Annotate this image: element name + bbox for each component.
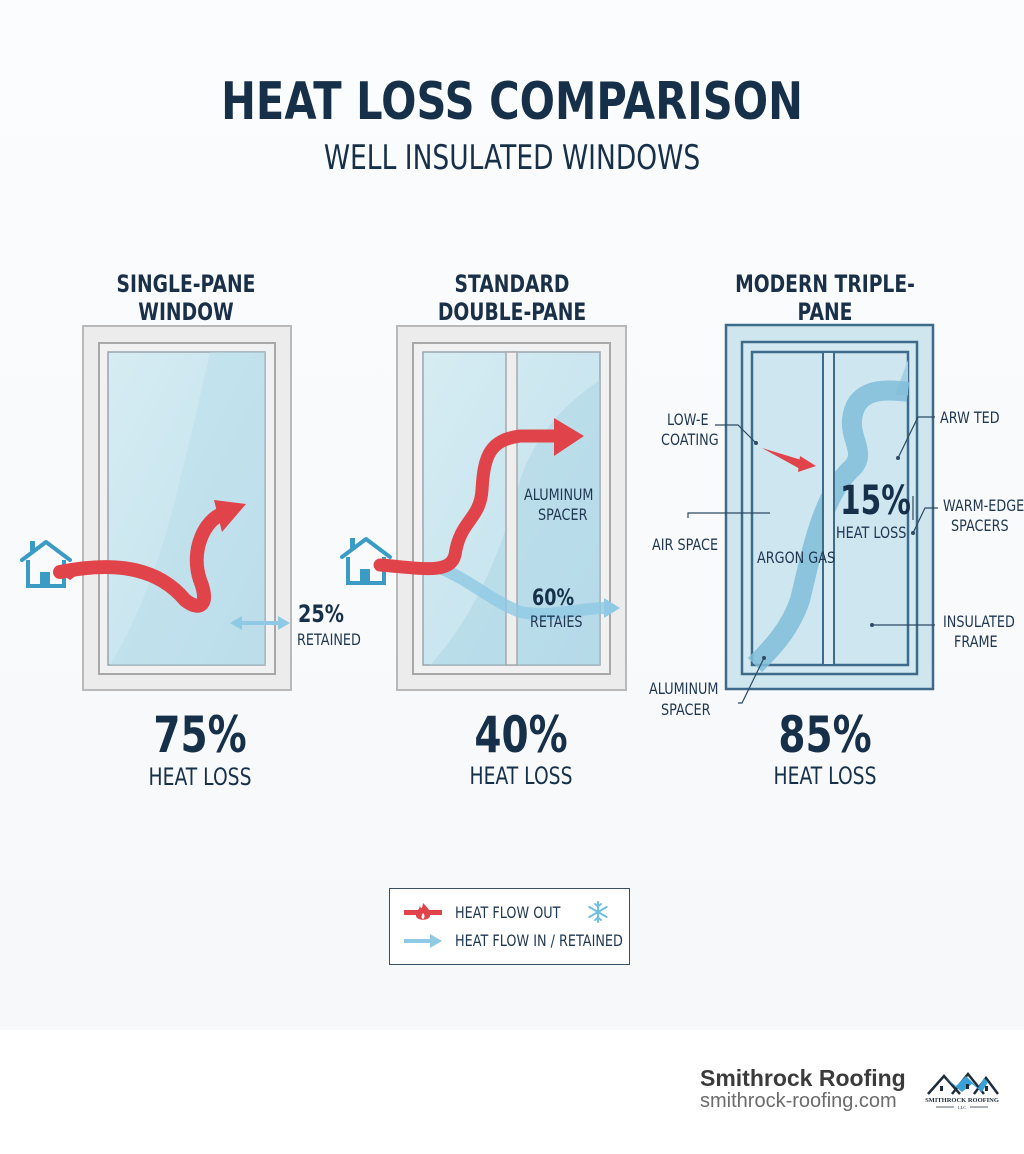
warm-edge-label-1: WARM-EDGE bbox=[943, 496, 1024, 515]
company-name: Smithrock Roofing bbox=[700, 1065, 906, 1091]
insulated-frame-label-1: INSULATED bbox=[943, 612, 1015, 631]
single-retained-label: RETAINED bbox=[297, 630, 361, 649]
flame-arrow-icon bbox=[404, 903, 442, 920]
triple-inner-label: HEAT LOSS bbox=[836, 523, 907, 542]
single-retained-value: 25% bbox=[298, 600, 344, 628]
argon-gas-label: ARGON GAS bbox=[757, 548, 836, 567]
arw-ted-label: ARW TED bbox=[940, 408, 1000, 427]
insulated-frame-label-2: FRAME bbox=[954, 632, 998, 651]
triple-heat-loss-value: 85% bbox=[778, 706, 872, 764]
legend-item-heat-in: HEAT FLOW IN / RETAINED bbox=[404, 931, 665, 950]
company-logo: SMITHROCK ROOFING LLC bbox=[925, 1071, 999, 1110]
single-heat-loss-label: HEAT LOSS bbox=[148, 763, 252, 791]
snowflake-icon bbox=[588, 901, 608, 923]
aluminum-spacer-label-1: ALUMINUM bbox=[524, 485, 594, 504]
warm-edge-label-2: SPACERS bbox=[951, 516, 1009, 535]
low-e-label-1: LOW-E bbox=[667, 410, 709, 429]
legend: HEAT FLOW OUT HEAT FLOW IN / RETAINED bbox=[389, 888, 630, 965]
triple-heat-loss-label: HEAT LOSS bbox=[773, 762, 877, 790]
double-heat-loss-label: HEAT LOSS bbox=[469, 762, 573, 790]
blue-arrow-icon bbox=[404, 933, 442, 948]
retained-arrow bbox=[230, 616, 290, 630]
triple-pane-title: MODERN TRIPLE-PANE bbox=[735, 270, 915, 326]
air-space-label: AIR SPACE bbox=[652, 535, 719, 554]
svg-text:SMITHROCK ROOFING: SMITHROCK ROOFING bbox=[925, 1097, 999, 1104]
page-subtitle: WELL INSULATED WINDOWS bbox=[323, 138, 701, 178]
double-pane-title: STANDARD DOUBLE-PANE bbox=[437, 270, 587, 326]
low-e-label-2: COATING bbox=[661, 430, 719, 449]
company-url[interactable]: smithrock-roofing.com bbox=[700, 1090, 897, 1112]
aluminum-spacer-label-2: SPACER bbox=[661, 700, 711, 719]
single-pane-title: SINGLE-PANE WINDOW bbox=[116, 270, 256, 326]
legend-heat-in-label: HEAT FLOW IN / RETAINED bbox=[455, 931, 623, 950]
aluminum-spacer-label-1: ALUMINUM bbox=[649, 679, 719, 698]
svg-text:LLC: LLC bbox=[958, 1105, 967, 1110]
triple-inner-value: 15% bbox=[840, 478, 911, 524]
legend-heat-out-label: HEAT FLOW OUT bbox=[455, 902, 561, 922]
double-heat-loss-value: 40% bbox=[474, 706, 568, 764]
double-retained-value: 60% bbox=[532, 586, 575, 611]
legend-item-heat-out: HEAT FLOW OUT bbox=[404, 901, 587, 923]
page-title: HEAT LOSS COMPARISON bbox=[221, 72, 803, 132]
single-heat-loss-value: 75% bbox=[153, 706, 247, 764]
aluminum-spacer-label-2: SPACER bbox=[538, 505, 588, 524]
double-retained-label: RETAIES bbox=[530, 612, 583, 631]
